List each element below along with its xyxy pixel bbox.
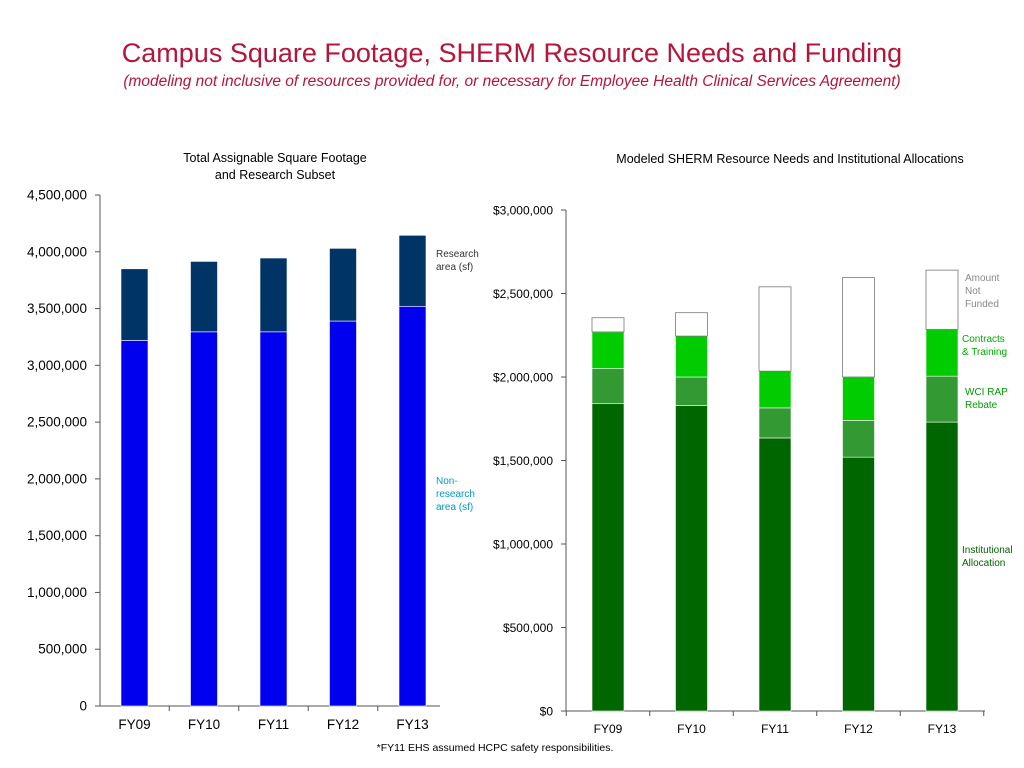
chart2-x-tick-label: FY11 (761, 722, 789, 736)
chart1-series-label-line: area (sf) (436, 502, 473, 513)
chart1-y-tick-label: 500,000 (38, 642, 87, 657)
chart1-y-tick-label: 4,000,000 (27, 244, 87, 259)
chart2-bar-fy11-series-4 (758, 286, 792, 372)
chart2-bar-fy12-series-3 (842, 376, 875, 421)
chart1-y-tick-label: 3,000,000 (27, 358, 87, 373)
chart2-bar-fy09-series-2 (591, 368, 625, 405)
chart1-bar-fy12-series-1 (329, 320, 357, 707)
chart2-title: Modeled SHERM Resource Needs and Institu… (560, 151, 1020, 168)
chart1-bar-fy12-series-2 (329, 248, 357, 322)
chart1-title-line-2: and Research Subset (214, 168, 336, 182)
chart2-series-label-3: Contracts & Training (962, 334, 1007, 358)
chart2-series-label-line: WCI RAP (965, 387, 1008, 398)
chart1-x-tick-label: FY12 (327, 717, 359, 732)
chart1-y-tick-label: 1,500,000 (27, 528, 87, 543)
chart1-bar-fy13-series-1 (398, 305, 427, 707)
chart2-bar-fy12-series-1 (842, 456, 875, 712)
chart1-y-tick-label: 2,000,000 (27, 471, 87, 486)
chart2-bar-fy09-series-1 (591, 403, 625, 712)
chart2-y-tick-label: $3,000,000 (493, 204, 553, 218)
chart1-series-label-1: Non-research area (sf) (436, 476, 475, 513)
chart2-series-label-line: Rebate (965, 400, 998, 411)
chart2-series-label-2: WCI RAP Rebate (965, 387, 1008, 411)
chart2-bar-fy11-series-1 (758, 437, 792, 712)
chart2-x-tick-label: FY12 (844, 722, 873, 736)
chart1-title-line-1: Total Assignable Square Footage (183, 151, 367, 165)
chart1-series-label-line: Non- (436, 476, 458, 487)
chart2-bar-fy09-series-4 (591, 317, 625, 333)
chart2-series-label-line: & Training (962, 347, 1007, 358)
chart2-bar-fy11-series-2 (758, 407, 792, 439)
chart1-series-label-line: Research (436, 249, 479, 260)
chart2-bar-fy13-series-2 (925, 375, 959, 423)
chart2-y-tick-label: $2,000,000 (493, 371, 553, 385)
chart1-x-tick-label: FY13 (396, 717, 428, 732)
chart1-bar-fy11-series-1 (259, 331, 288, 707)
chart2-series-label-line: Contracts (962, 334, 1005, 345)
chart1-x-tick-label: FY10 (188, 717, 220, 732)
chart1-bar-fy10-series-2 (190, 261, 218, 333)
chart2-bar-fy13-series-4 (925, 269, 959, 330)
chart1-y-tick-label: 0 (79, 699, 87, 714)
chart2-bar-fy12-series-4 (842, 277, 875, 378)
chart2-y-tick-label: $0 (540, 705, 554, 719)
chart2-y-tick-label: $2,500,000 (493, 287, 553, 301)
chart2-y-tick-label: $1,000,000 (493, 538, 553, 552)
chart1-x-tick-label: FY11 (258, 717, 289, 732)
chart2-y-tick-label: $500,000 (503, 621, 553, 635)
chart2-y-tick-label: $1,500,000 (493, 454, 553, 468)
chart1-title: Total Assignable Square Footage and Rese… (150, 150, 400, 184)
chart2-bar-fy10-series-4 (675, 312, 708, 337)
chart2-bar-fy10-series-3 (675, 335, 708, 378)
chart1-series-label-line: area (sf) (436, 262, 473, 273)
chart2-bar-fy10-series-2 (675, 376, 708, 406)
chart1-bar-fy13-series-2 (398, 235, 427, 307)
chart1-y-tick-label: 1,000,000 (27, 585, 87, 600)
chart2-series-label-line: Amount (965, 273, 1000, 284)
chart2-series-label-line: Institutional (962, 545, 1013, 556)
chart1-series-label-line: research (436, 489, 475, 500)
chart2-series-label-line: Not (965, 286, 981, 297)
page-subtitle: (modeling not inclusive of resources pro… (123, 73, 901, 90)
chart2-series-label-4: Amount Not Funded (965, 273, 1000, 310)
chart2-x-tick-label: FY09 (594, 722, 623, 736)
chart2-series-label-1: Institutional Allocation (962, 545, 1013, 569)
chart1-y-tick-label: 2,500,000 (27, 415, 87, 430)
chart2-bar-fy13-series-3 (925, 329, 959, 377)
chart2-bar-fy13-series-1 (925, 421, 959, 712)
chart2-bar-fy10-series-1 (675, 405, 708, 712)
chart1-bar-fy09-series-2 (120, 268, 149, 341)
chart2-x-tick-label: FY13 (928, 722, 957, 736)
page-title: Campus Square Footage, SHERM Resource Ne… (121, 38, 903, 68)
chart2-bar-fy12-series-2 (842, 420, 875, 458)
chart1-y-tick-label: 4,500,000 (27, 188, 87, 203)
chart1-x-tick-label: FY09 (118, 717, 150, 732)
chart2-title-line-1: Modeled SHERM Resource Needs and Institu… (616, 152, 964, 166)
chart2-series-label-line: Funded (965, 299, 999, 310)
chart1-bar-fy10-series-1 (190, 331, 218, 707)
chart2-x-tick-label: FY10 (677, 722, 706, 736)
chart2-series-label-line: Allocation (962, 558, 1005, 569)
chart1-bar-fy09-series-1 (120, 340, 149, 707)
chart1-series-label-2: Research area (sf) (436, 249, 479, 273)
chart1-bar-fy11-series-2 (259, 257, 288, 333)
chart2-bar-fy09-series-3 (591, 331, 625, 369)
footnote: *FY11 EHS assumed HCPC safety responsibi… (376, 742, 614, 754)
chart2-bar-fy11-series-3 (758, 370, 792, 409)
chart1-y-tick-label: 3,500,000 (27, 301, 87, 316)
